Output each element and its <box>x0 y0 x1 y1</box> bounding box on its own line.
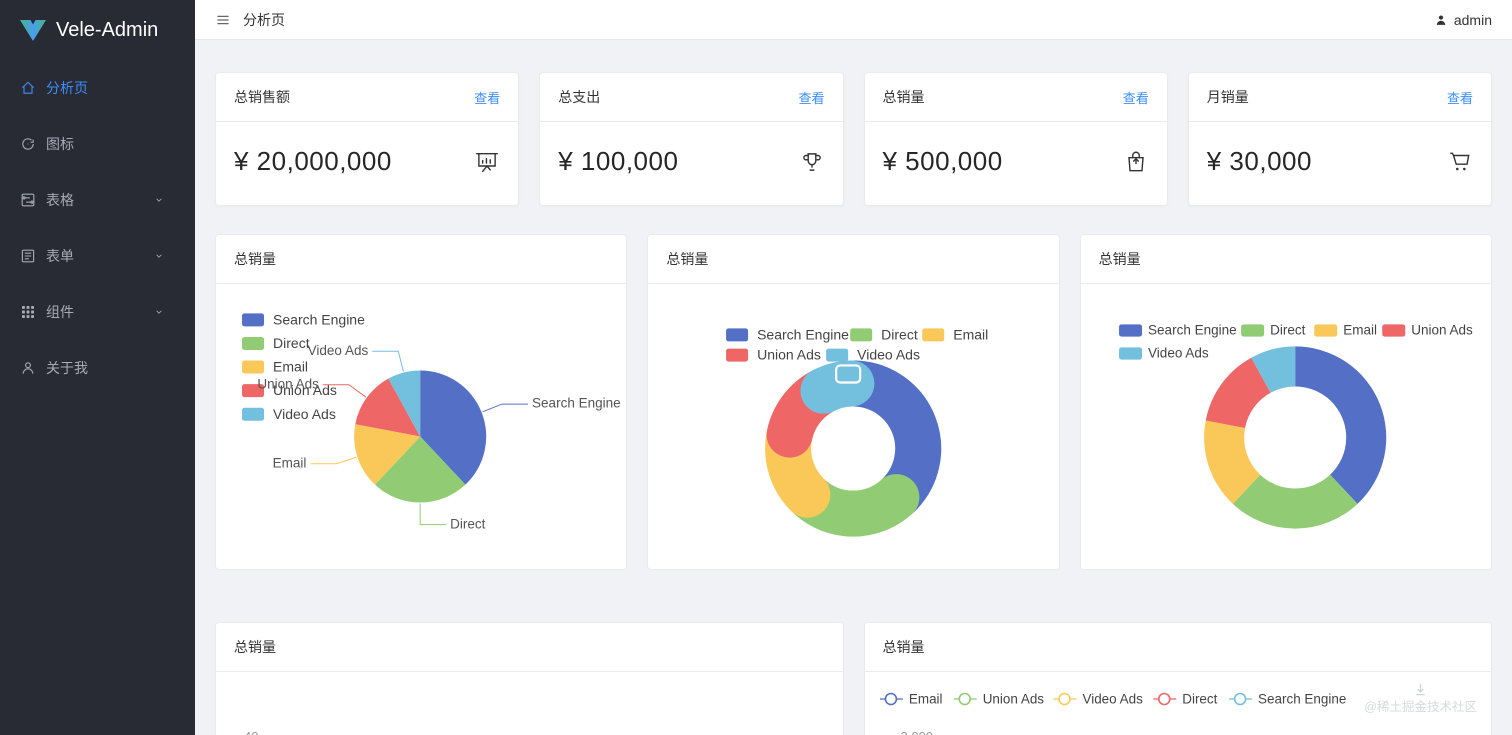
svg-text:Email: Email <box>273 456 307 471</box>
svg-text:Union Ads: Union Ads <box>257 376 319 391</box>
svg-text:Direct: Direct <box>1270 322 1306 337</box>
svg-text:Search Engine: Search Engine <box>1258 691 1346 706</box>
svg-text:Video Ads: Video Ads <box>1148 345 1209 360</box>
svg-text:Direct: Direct <box>273 335 310 351</box>
svg-text:Email: Email <box>273 359 308 375</box>
svg-text:Video Ads: Video Ads <box>273 406 336 422</box>
svg-text:Search Engine: Search Engine <box>532 395 621 410</box>
svg-text:Direct: Direct <box>882 326 919 342</box>
svg-text:Direct: Direct <box>450 517 486 532</box>
svg-text:Email: Email <box>908 691 942 706</box>
svg-text:Search Engine: Search Engine <box>757 326 849 342</box>
svg-text:Union Ads: Union Ads <box>982 691 1044 706</box>
svg-text:Search Engine: Search Engine <box>1148 322 1237 337</box>
svg-text:Video Ads: Video Ads <box>1082 691 1143 706</box>
svg-text:Email: Email <box>954 326 989 342</box>
svg-text:Video Ads: Video Ads <box>308 343 369 358</box>
svg-text:Search Engine: Search Engine <box>273 311 365 327</box>
svg-text:Union Ads: Union Ads <box>1411 322 1473 337</box>
svg-text:Union Ads: Union Ads <box>757 347 821 363</box>
svg-text:Direct: Direct <box>1182 691 1217 706</box>
svg-text:Email: Email <box>1343 322 1377 337</box>
svg-text:Video Ads: Video Ads <box>857 347 920 363</box>
